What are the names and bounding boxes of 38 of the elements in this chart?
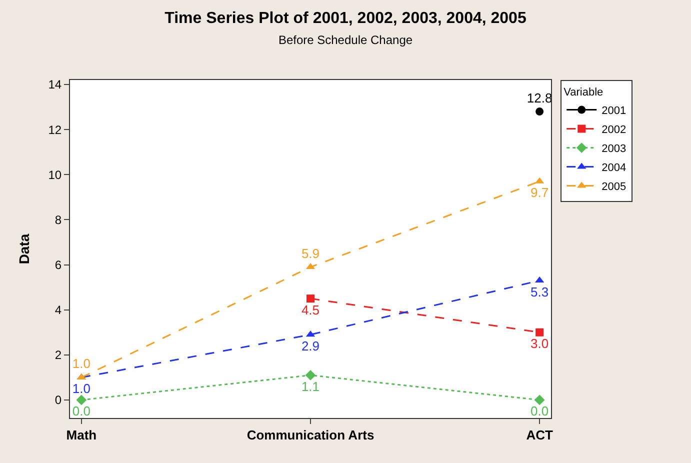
legend-label: 2003 (602, 143, 626, 156)
legend-title: Variable (564, 86, 604, 98)
point (306, 294, 314, 303)
legend-label: 2005 (602, 181, 626, 194)
y-tick-label: 2 (54, 348, 62, 362)
point (76, 394, 87, 406)
y-tick-label: 12 (48, 122, 62, 137)
x-tick-label: Math (66, 428, 97, 443)
legend-label: 2001 (602, 105, 626, 118)
y-tick-label: 14 (48, 78, 62, 92)
data-label: 9.7 (530, 185, 549, 200)
data-label: 1.0 (72, 356, 90, 372)
data-label: 2.9 (301, 338, 320, 354)
chart-title: Time Series Plot of 2001, 2002, 2003, 2004, 2005 (164, 10, 526, 28)
data-label: 0.0 (72, 404, 90, 419)
data-label: 1.1 (301, 378, 320, 394)
point (536, 328, 544, 336)
y-tick-label: 4 (54, 303, 62, 318)
legend-label: 2004 (602, 162, 626, 174)
x-tick-label: Communication Arts (246, 428, 374, 443)
chart-subtitle: Before Schedule Change (278, 32, 413, 47)
y-tick-label: 0 (54, 393, 62, 408)
point (536, 108, 544, 116)
y-tick-label: 6 (54, 258, 62, 272)
x-tick-label: ACT (526, 428, 553, 443)
y-axis-title: Data (16, 234, 32, 264)
y-tick-label: 8 (54, 212, 62, 227)
data-label: 4.5 (301, 302, 320, 318)
point (305, 370, 316, 380)
data-label: 12.8 (526, 90, 552, 106)
data-label: 3.0 (530, 336, 549, 352)
y-tick-label: 10 (48, 168, 62, 182)
data-label: 0.0 (530, 404, 549, 419)
data-label: 5.3 (530, 284, 549, 300)
point (534, 394, 545, 406)
legend-label: 2002 (602, 124, 626, 136)
data-label: 1.0 (72, 381, 90, 396)
data-label: 5.9 (301, 246, 320, 261)
